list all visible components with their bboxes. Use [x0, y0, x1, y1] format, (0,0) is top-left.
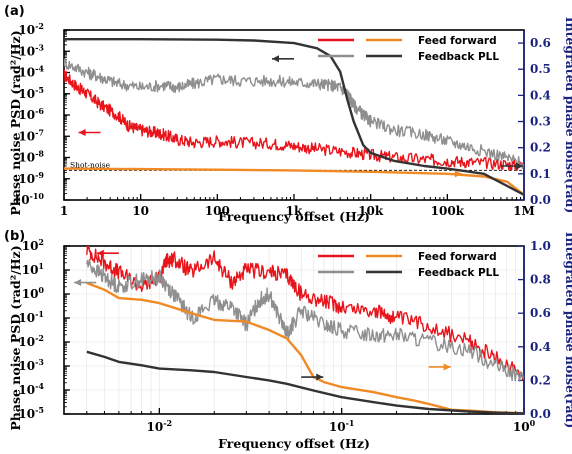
y2-tick-label: 0.8: [530, 273, 551, 287]
y2-tick-label: 0.0: [530, 193, 551, 207]
y-axis-left: 10-5 10-4 10-3 10-2 10-1 100 101 102: [18, 237, 70, 421]
series-line-integrated-feed-forward: [86, 281, 524, 414]
y-axis-right: 0.0 0.2 0.4 0.6 0.8 1.0: [518, 239, 551, 421]
y-axis-label: Phase noise PSD (rad²/Hz): [8, 245, 23, 430]
series-line-psd-feed-forward: [64, 69, 524, 172]
y-tick-label: 10-1: [18, 309, 44, 325]
x-tick-label: 1: [60, 204, 68, 218]
legend-label: Feedback PLL: [418, 51, 499, 63]
arrow-head: [78, 129, 86, 137]
legend-label: Feed forward: [418, 35, 497, 47]
x-tick-label: 10-1: [329, 418, 355, 434]
y-tick-label: 10-7: [18, 127, 44, 143]
x-tick-label: 10: [132, 204, 149, 218]
direction-arrow: [428, 363, 451, 371]
legend: Feed forward Feedback PLL: [318, 35, 499, 63]
x-tick-label: 10-2: [147, 418, 173, 434]
x-axis-label: Frequency offset (Hz): [218, 209, 370, 224]
y2-tick-label: 1.0: [530, 239, 551, 253]
series-line-integrated-feedback-pll: [86, 350, 524, 414]
direction-arrow: [439, 170, 462, 178]
y-tick-label: 100: [22, 285, 45, 301]
x-tick-label: 10k: [358, 204, 384, 218]
direction-arrow: [96, 249, 119, 257]
arrow-head: [272, 55, 279, 63]
arrow-head: [443, 363, 451, 371]
x-axis: 1 10 100 1k 10k 100k 1M: [60, 194, 535, 218]
y2-axis-label: Integrated phase noise(rad): [563, 17, 572, 214]
series-line-psd-feedback-pll: [86, 258, 524, 382]
y-tick-label: 101: [22, 261, 44, 277]
x-tick-label: 100k: [431, 204, 465, 218]
direction-arrow: [78, 129, 101, 137]
y-tick-label: 10-2: [18, 21, 44, 37]
y2-tick-label: 0.1: [530, 167, 551, 181]
y-tick-label: 10-8: [18, 149, 44, 165]
arrow-head: [316, 373, 324, 381]
direction-arrow: [74, 279, 97, 287]
x-tick-label: 100: [205, 204, 230, 218]
y2-tick-label: 0.6: [530, 306, 551, 320]
y-tick-label: 10-5: [18, 85, 44, 101]
legend-label: Feedback PLL: [418, 267, 499, 279]
series-line-integrated-feed-forward: [64, 167, 524, 196]
panel-label: (b): [4, 229, 25, 244]
y2-tick-label: 0.6: [530, 36, 551, 50]
x-tick-label: 1k: [286, 204, 303, 218]
direction-arrow: [301, 373, 324, 381]
panel-label: (a): [4, 4, 25, 19]
series-line-psd-feedback-pll: [64, 58, 524, 169]
series-group: [86, 246, 524, 414]
y2-tick-label: 0.5: [530, 62, 551, 76]
y2-tick-label: 0.4: [530, 88, 551, 102]
arrow-head: [515, 162, 523, 170]
series-line-psd-feed-forward: [86, 246, 524, 381]
y-axis-right: 0.0 0.1 0.2 0.3 0.4 0.5 0.6: [518, 30, 551, 207]
y-tick-label: 10-3: [18, 42, 44, 58]
y-tick-label: 10-4: [18, 381, 44, 397]
arrow-head: [454, 170, 462, 178]
y-tick-label: 10-5: [18, 405, 44, 421]
arrow-head: [96, 249, 104, 257]
legend: Feed forward Feedback PLL: [318, 251, 499, 279]
x-axis-label: Frequency offset (Hz): [218, 436, 370, 451]
shot-noise-label: Shot-noise: [70, 160, 111, 169]
y-tick-label: 102: [22, 237, 44, 253]
y2-tick-label: 0.0: [530, 407, 551, 421]
y2-tick-label: 0.3: [530, 115, 551, 129]
direction-arrow: [272, 55, 294, 63]
y2-axis-label: Integrated phase noise(rad): [563, 232, 572, 429]
y-tick-label: 10-3: [18, 357, 44, 373]
series-line-integrated-feedback-pll: [64, 38, 524, 196]
y2-tick-label: 0.2: [530, 141, 551, 155]
x-tick-label: 100: [513, 418, 536, 434]
y-tick-label: 10-10: [13, 191, 45, 207]
y2-tick-label: 0.4: [530, 340, 551, 354]
y-tick-label: 10-2: [18, 333, 44, 349]
y-tick-label: 10-9: [18, 170, 44, 186]
y-axis-label: Phase noise PSD (rad²/Hz): [8, 30, 23, 215]
x-tick-label: 1M: [513, 204, 535, 218]
chart-panel-b: (b) 10-2 10-1 100 10-5 10-4 10-3 10-2 10-1 100 101…: [4, 229, 572, 451]
y-tick-label: 10-6: [18, 106, 44, 122]
y-tick-label: 10-4: [18, 64, 44, 80]
y2-tick-label: 0.2: [530, 373, 551, 387]
series-group: [64, 38, 524, 196]
legend-label: Feed forward: [418, 251, 497, 263]
direction-arrow: [500, 162, 523, 170]
y-axis-left: 10-10 10-9 10-8 10-7 10-6 10-5 10-4 10-3 10-2: [13, 21, 70, 207]
chart-panel-a: (a)1 10 100 1k 10k 100k 1M10-1010-910-810-710-…: [4, 4, 572, 224]
arrow-head: [74, 279, 82, 287]
